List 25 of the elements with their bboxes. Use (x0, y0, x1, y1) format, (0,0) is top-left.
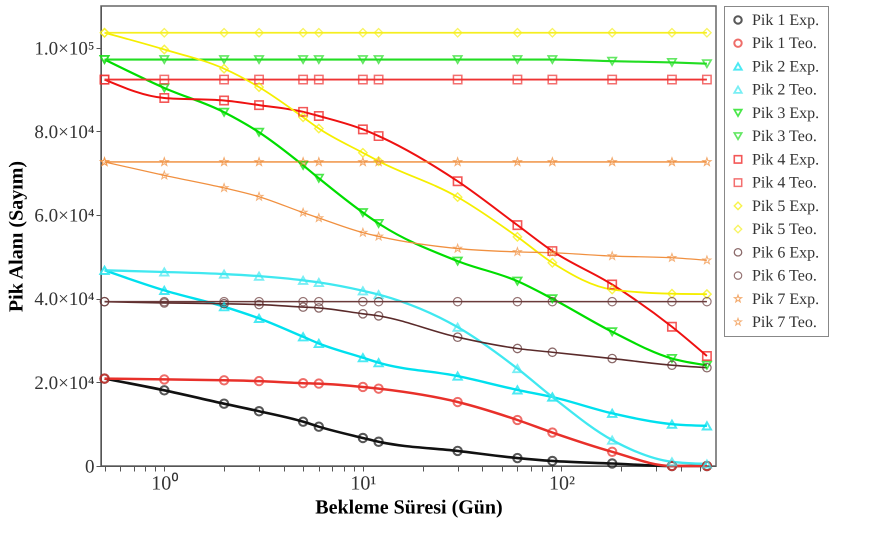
y-tick-label: 2.0×10⁴ (34, 372, 95, 394)
legend-label: Pik 2 Exp. (752, 58, 820, 76)
x-tick-label: 10⁰ (151, 472, 178, 494)
legend-label: Pik 7 Exp. (752, 290, 820, 308)
legend-label: Pik 1 Teo. (752, 35, 817, 52)
legend-label: Pik 4 Exp. (752, 151, 820, 168)
legend-label: Pik 7 Teo. (752, 314, 817, 332)
legend-label: Pik 5 Exp. (752, 198, 820, 215)
legend-label: Pik 5 Teo. (752, 221, 817, 238)
y-tick-label: 6.0×10⁴ (34, 206, 95, 227)
legend-label: Pik 2 Teo. (752, 82, 817, 99)
legend-label: Pik 6 Exp. (752, 244, 820, 262)
x-tick-label: 10² (548, 472, 575, 494)
legend-label: Pik 6 Teo. (752, 268, 817, 285)
y-tick-label: 0 (85, 456, 94, 478)
x-tick-label: 10¹ (350, 472, 376, 494)
y-axis-title: Pik Alanı (Sayım) (5, 160, 28, 312)
legend-label: Pik 3 Teo. (752, 128, 817, 146)
legend-label: Pik 3 Exp. (752, 104, 820, 122)
x-axis-title: Bekleme Süresi (Gün) (315, 496, 503, 518)
y-tick-label: 1.0×10⁵ (34, 38, 94, 60)
legend-label: Pik 1 Exp. (752, 12, 820, 29)
y-tick-label: 8.0×10⁴ (34, 122, 95, 143)
y-tick-label: 4.0×10⁴ (34, 289, 95, 310)
legend-label: Pik 4 Teo. (752, 174, 817, 192)
